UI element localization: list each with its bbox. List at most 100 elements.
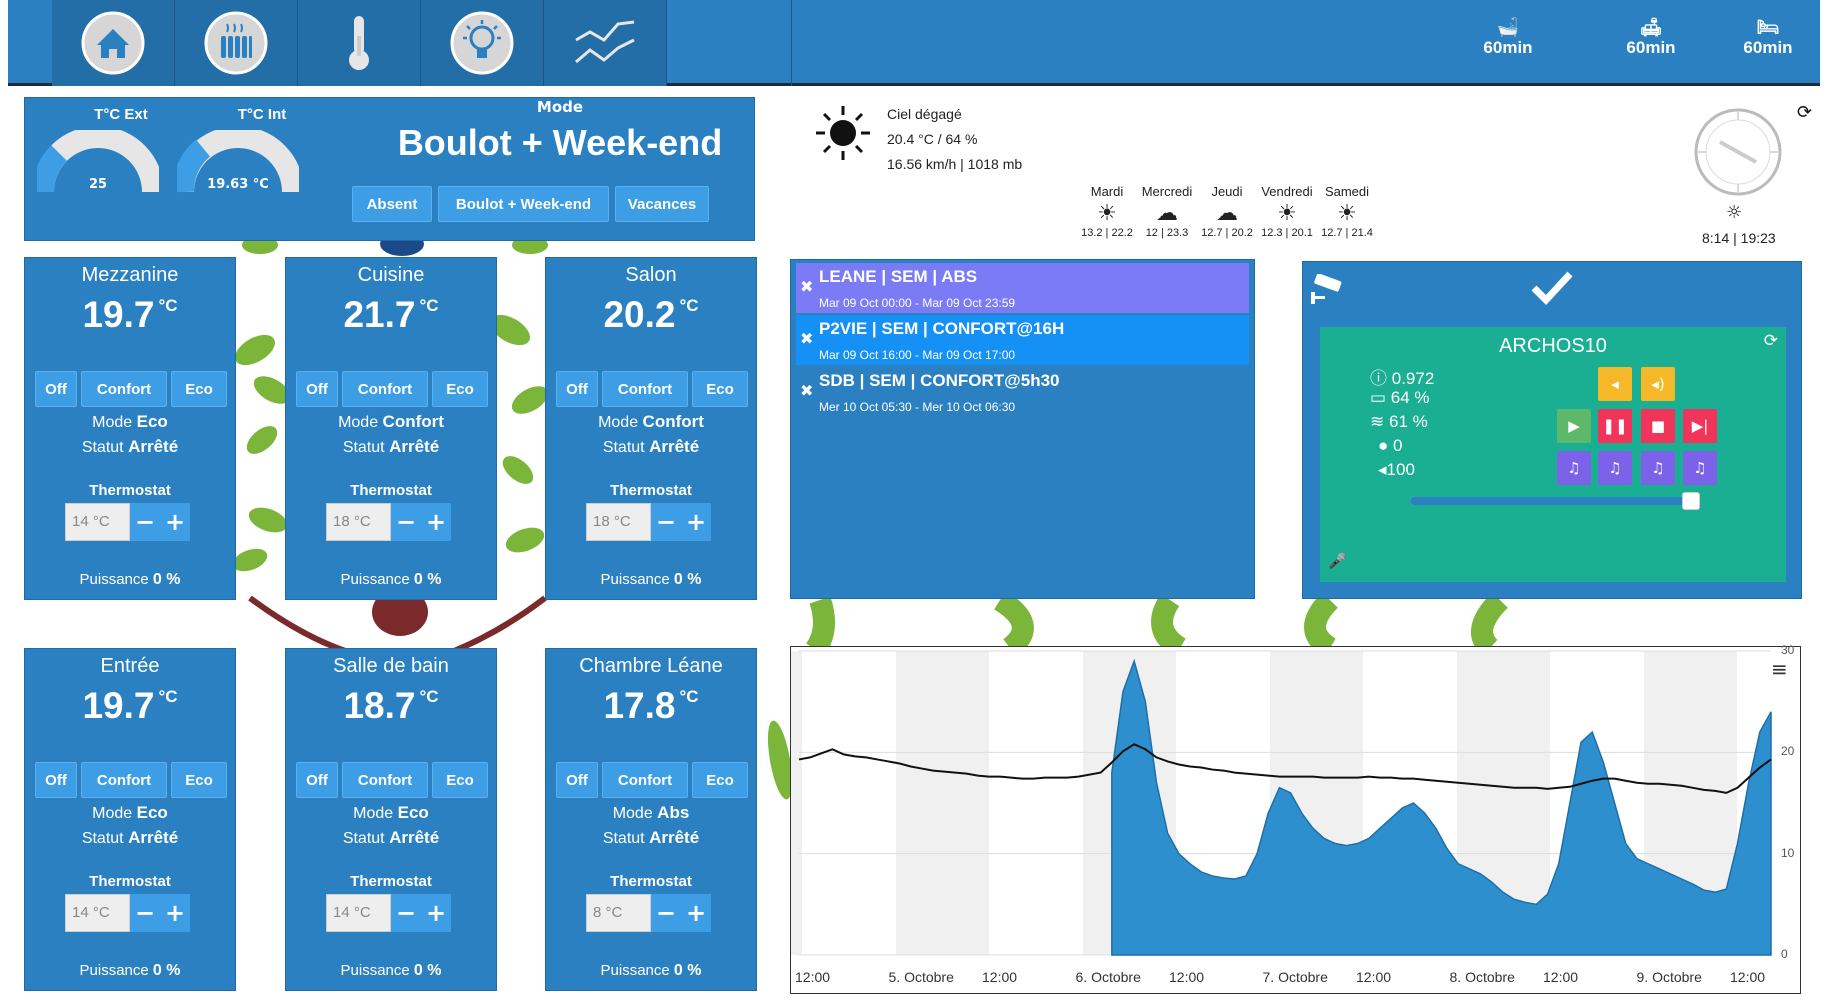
volume-up-button[interactable]: ◂) <box>1641 367 1675 401</box>
plus-icon[interactable]: + <box>160 503 190 541</box>
eco-button[interactable]: Eco <box>432 371 488 407</box>
refresh-icon[interactable]: ⟳ <box>1797 102 1813 123</box>
camera-icon <box>1311 274 1342 304</box>
room-status-label: Statut <box>342 830 385 847</box>
wifi-icon: ≋ <box>1370 412 1385 431</box>
confort-button[interactable]: Confort <box>342 762 428 798</box>
music-button-4[interactable]: ♫ <box>1683 451 1717 485</box>
nav-lighting[interactable] <box>421 0 544 86</box>
eco-button[interactable]: Eco <box>432 762 488 798</box>
music-button-2[interactable]: ♫ <box>1598 451 1632 485</box>
minus-icon[interactable]: − <box>391 503 421 541</box>
microphone-icon[interactable]: 🎤 <box>1328 552 1347 570</box>
calendar-event[interactable]: ✖ LEANE | SEM | ABS Mar 09 Oct 00:00 - M… <box>796 263 1249 313</box>
room-temp-unit: °C <box>679 296 699 315</box>
confort-button[interactable]: Confort <box>342 371 428 407</box>
minus-icon[interactable]: − <box>391 894 421 932</box>
bedroom-timer[interactable]: 🛏 60min <box>1708 16 1828 58</box>
room-temp-unit: °C <box>158 296 178 315</box>
room-power: Puissance 0 % <box>25 571 235 589</box>
bath-timer[interactable]: 🛁 60min <box>1448 16 1568 58</box>
plus-icon[interactable]: + <box>421 894 451 932</box>
room-status-value: Arrêté <box>649 828 700 847</box>
line-chart-icon <box>575 20 635 64</box>
sun-icon: ☀ <box>1277 200 1297 225</box>
confort-button[interactable]: Confort <box>602 762 688 798</box>
room-name: Cuisine <box>357 264 425 286</box>
off-button[interactable]: Off <box>556 762 598 798</box>
room-temp-value: 21.7 <box>343 294 416 335</box>
room-temp-unit: °C <box>158 687 178 706</box>
music-button-3[interactable]: ♫ <box>1641 451 1675 485</box>
room-status-label: Statut <box>342 439 385 456</box>
volume-slider-fill <box>1410 497 1692 505</box>
thermostat-input[interactable]: 14 °C <box>65 894 130 932</box>
close-icon[interactable]: ✖ <box>800 329 814 348</box>
thermostat-input[interactable]: 8 °C <box>586 894 651 932</box>
close-icon[interactable]: ✖ <box>800 381 814 400</box>
close-icon[interactable]: ✖ <box>800 277 814 296</box>
off-button[interactable]: Off <box>556 371 598 407</box>
thermostat-label: Thermostat <box>89 873 171 890</box>
nav-heating[interactable] <box>175 0 298 86</box>
minus-icon[interactable]: − <box>651 894 681 932</box>
music-button-1[interactable]: ♫ <box>1557 451 1591 485</box>
minus-icon[interactable]: − <box>651 503 681 541</box>
pause-button[interactable]: ❚❚ <box>1598 409 1632 443</box>
calendar-event[interactable]: ✖ P2VIE | SEM | CONFORT@16H Mar 09 Oct 1… <box>796 315 1249 365</box>
thermostat-input[interactable]: 18 °C <box>326 503 391 541</box>
minus-icon[interactable]: − <box>130 894 160 932</box>
nav-home[interactable] <box>52 0 175 86</box>
eco-button[interactable]: Eco <box>692 371 748 407</box>
weather-temp-humidity: 20.4 °C / 64 % <box>887 131 978 147</box>
off-button[interactable]: Off <box>35 371 77 407</box>
off-button[interactable]: Off <box>35 762 77 798</box>
minus-icon[interactable]: − <box>130 503 160 541</box>
confort-button[interactable]: Confort <box>81 762 167 798</box>
thermostat-input[interactable]: 14 °C <box>326 894 391 932</box>
calendar-event[interactable]: ✖ SDB | SEM | CONFORT@5h30 Mer 10 Oct 05… <box>796 367 1249 417</box>
plus-icon[interactable]: + <box>681 894 711 932</box>
eco-button[interactable]: Eco <box>692 762 748 798</box>
next-button[interactable]: ▶| <box>1683 409 1717 443</box>
thermostat-input[interactable]: 14 °C <box>65 503 130 541</box>
room-mode-buttons: Off Confort Eco <box>556 371 748 407</box>
int-temp-gauge <box>177 130 299 193</box>
nav-temperature[interactable] <box>298 0 421 86</box>
mode-vacances-button[interactable]: Vacances <box>615 186 709 222</box>
room-status-value: Arrêté <box>649 437 700 456</box>
nav-charts[interactable] <box>544 0 667 86</box>
plus-icon[interactable]: + <box>160 894 190 932</box>
stop-button[interactable]: ■ <box>1641 409 1675 443</box>
play-button[interactable]: ▶ <box>1557 409 1591 443</box>
eco-button[interactable]: Eco <box>171 762 227 798</box>
forecast-day: Mardi ☀ 13.2 | 22.2 <box>1077 184 1137 239</box>
volume-slider[interactable] <box>1410 492 1701 510</box>
sun-icon: ☀ <box>1097 200 1117 225</box>
room-mode: Mode Abs <box>546 803 756 823</box>
thermostat-input[interactable]: 18 °C <box>586 503 651 541</box>
thermostat-control: 8 °C − + <box>586 894 712 932</box>
room-mode-buttons: Off Confort Eco <box>35 371 227 407</box>
plus-icon[interactable]: + <box>421 503 451 541</box>
sun-times: 8:14 | 19:23 <box>1702 230 1776 246</box>
room-temp-unit: °C <box>419 296 439 315</box>
confort-button[interactable]: Confort <box>81 371 167 407</box>
mode-absent-button[interactable]: Absent <box>352 186 432 222</box>
eco-button[interactable]: Eco <box>171 371 227 407</box>
mode-boulot-button[interactable]: Boulot + Week-end <box>438 186 609 222</box>
weather-wind-pressure: 16.56 km/h | 1018 mb <box>887 156 1023 172</box>
living-timer[interactable]: 🛋 60min <box>1591 16 1711 58</box>
refresh-icon[interactable]: ⟳ <box>1763 331 1778 351</box>
night-band <box>896 651 989 955</box>
off-button[interactable]: Off <box>296 762 338 798</box>
menu-icon[interactable]: ≡ <box>1771 657 1788 681</box>
confort-button[interactable]: Confort <box>602 371 688 407</box>
volume-slider-handle[interactable] <box>1682 492 1701 510</box>
room-mode-buttons: Off Confort Eco <box>296 371 488 407</box>
event-title: LEANE | SEM | ABS <box>819 267 978 286</box>
volume-down-button[interactable]: ◂ <box>1598 367 1632 401</box>
off-button[interactable]: Off <box>296 371 338 407</box>
plus-icon[interactable]: + <box>681 503 711 541</box>
room-mode-value: Eco <box>397 803 429 822</box>
